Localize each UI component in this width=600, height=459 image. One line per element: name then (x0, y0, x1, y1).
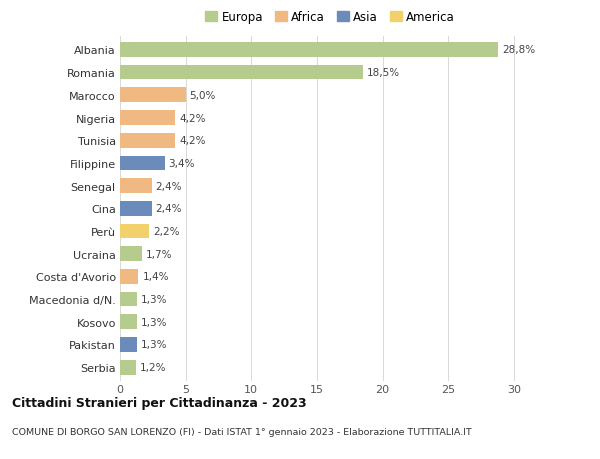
Bar (120, 315, 137, 330)
Bar (120, 179, 151, 194)
Bar (120, 43, 498, 58)
Text: Cittadini Stranieri per Cittadinanza - 2023: Cittadini Stranieri per Cittadinanza - 2… (12, 396, 307, 409)
Legend: Europa, Africa, Asia, America: Europa, Africa, Asia, America (205, 11, 455, 24)
Bar (120, 66, 363, 80)
Bar (120, 111, 175, 126)
Bar (120, 337, 137, 352)
Text: 18,5%: 18,5% (367, 68, 400, 78)
Bar (120, 202, 151, 216)
Text: 1,7%: 1,7% (146, 249, 173, 259)
Text: 1,3%: 1,3% (141, 317, 167, 327)
Bar (120, 88, 185, 103)
Text: 1,3%: 1,3% (141, 340, 167, 350)
Text: 1,2%: 1,2% (140, 363, 166, 372)
Text: 4,2%: 4,2% (179, 113, 206, 123)
Text: 5,0%: 5,0% (190, 90, 216, 101)
Text: 1,3%: 1,3% (141, 294, 167, 304)
Text: 3,4%: 3,4% (169, 158, 195, 168)
Bar (120, 224, 149, 239)
Text: 28,8%: 28,8% (502, 45, 535, 55)
Text: 4,2%: 4,2% (179, 136, 206, 146)
Text: 2,2%: 2,2% (153, 226, 179, 236)
Bar (120, 156, 164, 171)
Bar (120, 134, 175, 148)
Text: 2,4%: 2,4% (155, 204, 182, 214)
Text: COMUNE DI BORGO SAN LORENZO (FI) - Dati ISTAT 1° gennaio 2023 - Elaborazione TUT: COMUNE DI BORGO SAN LORENZO (FI) - Dati … (12, 427, 472, 436)
Text: 2,4%: 2,4% (155, 181, 182, 191)
Bar (120, 269, 139, 284)
Bar (120, 247, 142, 262)
Bar (120, 292, 137, 307)
Text: 1,4%: 1,4% (142, 272, 169, 282)
Bar (120, 360, 136, 375)
